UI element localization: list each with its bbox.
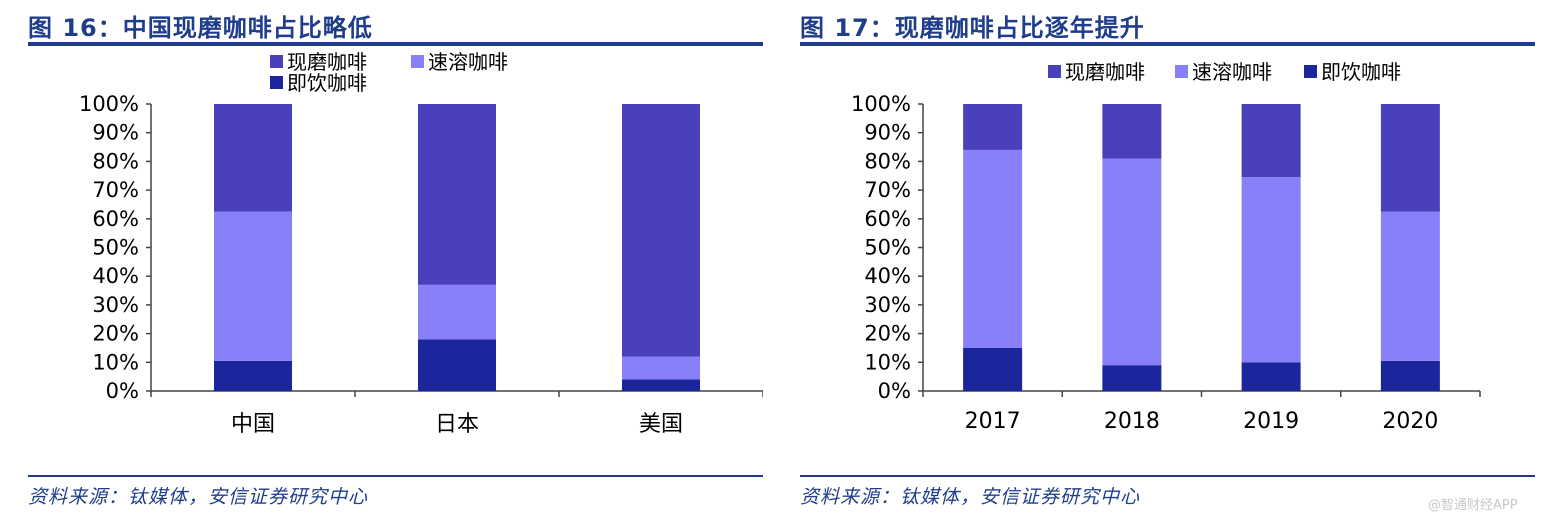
x-category-label: 日本: [435, 412, 479, 437]
legend-label: 即饮咖啡: [287, 71, 367, 95]
y-tick-label: 0%: [106, 379, 139, 403]
y-tick-label: 20%: [864, 322, 911, 346]
bar-2017-现磨咖啡: [963, 104, 1023, 150]
bar-美国-速溶咖啡: [622, 356, 700, 380]
bar-中国-速溶咖啡: [214, 211, 292, 361]
legend-swatch-现磨咖啡: [1048, 65, 1061, 78]
bar-2018-即饮咖啡: [1102, 365, 1162, 391]
legend-swatch-现磨咖啡: [270, 55, 283, 68]
chart-title-right: 图 17：现磨咖啡占比逐年提升: [800, 14, 1145, 42]
legend-label: 现磨咖啡: [1065, 60, 1145, 84]
y-tick-label: 100%: [79, 92, 139, 116]
y-tick-label: 60%: [92, 207, 139, 231]
source-text-left: 资料来源：钛媒体，安信证券研究中心: [28, 486, 369, 508]
source-text-right: 资料来源：钛媒体，安信证券研究中心: [800, 486, 1141, 508]
chart-panel-right: 图 17：现磨咖啡占比逐年提升 0% 10% 20% 30% 40% 50% 60% 70% 8…: [800, 0, 1535, 522]
bar-2019-现磨咖啡: [1241, 104, 1301, 178]
bar-中国-即饮咖啡: [214, 360, 292, 391]
x-category-label: 美国: [639, 412, 683, 437]
bar-2018-现磨咖啡: [1102, 104, 1162, 159]
x-category-label: 中国: [231, 412, 275, 437]
legend-swatch-速溶咖啡: [411, 55, 424, 68]
legend-label: 即饮咖啡: [1321, 60, 1401, 84]
x-category-label: 2017: [965, 409, 1021, 434]
bar-美国-现磨咖啡: [622, 104, 700, 357]
source-rule-right: [800, 475, 1535, 477]
x-category-label: 2018: [1104, 409, 1160, 434]
y-tick-label: 40%: [92, 264, 139, 288]
y-tick-label: 30%: [92, 293, 139, 317]
bar-2017-即饮咖啡: [963, 347, 1023, 391]
y-tick-label: 80%: [864, 149, 911, 173]
y-tick-label: 10%: [864, 350, 911, 374]
chart-panel-left: 图 16：中国现磨咖啡占比略低 0% 10% 20% 30% 40% 50% 60% 70% 8…: [28, 0, 763, 522]
title-rule-right: [800, 42, 1535, 46]
y-tick-label: 0%: [878, 379, 911, 403]
y-tick-label: 10%: [92, 350, 139, 374]
y-tick-label: 90%: [864, 121, 911, 145]
bar-2017-速溶咖啡: [963, 149, 1023, 348]
bar-2019-速溶咖啡: [1241, 177, 1301, 363]
y-tick-label: 50%: [864, 236, 911, 260]
y-tick-label: 20%: [92, 322, 139, 346]
legend-swatch-速溶咖啡: [1175, 65, 1188, 78]
chart-title-left: 图 16：中国现磨咖啡占比略低: [28, 14, 373, 42]
bar-日本-现磨咖啡: [418, 104, 496, 285]
y-tick-label: 30%: [864, 293, 911, 317]
legend-label: 速溶咖啡: [1192, 60, 1272, 84]
y-tick-label: 70%: [864, 178, 911, 202]
bar-2019-即饮咖啡: [1241, 362, 1301, 391]
bar-中国-现磨咖啡: [214, 104, 292, 212]
y-tick-label: 70%: [92, 178, 139, 202]
y-tick-label: 40%: [864, 264, 911, 288]
bar-2020-现磨咖啡: [1380, 104, 1440, 212]
source-rule-left: [28, 475, 763, 477]
legend-label: 现磨咖啡: [287, 50, 367, 74]
bar-日本-速溶咖啡: [418, 284, 496, 340]
legend-swatch-即饮咖啡: [270, 76, 283, 89]
bar-2020-即饮咖啡: [1380, 360, 1440, 391]
x-category-label: 2019: [1243, 409, 1299, 434]
y-tick-label: 80%: [92, 149, 139, 173]
legend-label: 速溶咖啡: [428, 50, 508, 74]
bar-2020-速溶咖啡: [1380, 211, 1440, 361]
y-tick-label: 90%: [92, 121, 139, 145]
title-rule-left: [28, 42, 763, 46]
stacked-bar-chart-left: 0% 10% 20% 30% 40% 50% 60% 70% 80% 90% 100% 中国 日本 美国 现…: [79, 50, 763, 437]
stacked-bar-chart-right: 0% 10% 20% 30% 40% 50% 60% 70% 80% 90% 100% 2017 201…: [851, 60, 1481, 434]
y-tick-label: 50%: [92, 236, 139, 260]
y-tick-label: 60%: [864, 207, 911, 231]
x-category-label: 2020: [1382, 409, 1438, 434]
bar-美国-即饮咖啡: [622, 379, 700, 391]
bar-2018-速溶咖啡: [1102, 158, 1162, 366]
legend-swatch-即饮咖啡: [1304, 65, 1317, 78]
watermark: @智通财经APP: [1428, 498, 1518, 513]
bar-日本-即饮咖啡: [418, 339, 496, 391]
y-tick-label: 100%: [851, 92, 911, 116]
